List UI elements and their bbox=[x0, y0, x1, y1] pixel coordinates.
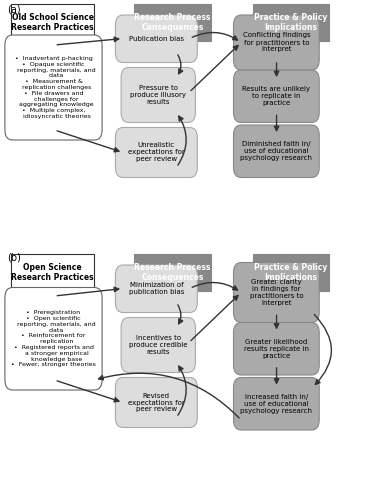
FancyBboxPatch shape bbox=[5, 35, 102, 140]
FancyBboxPatch shape bbox=[121, 318, 195, 372]
Text: Practice & Policy
Implications: Practice & Policy Implications bbox=[254, 263, 327, 282]
FancyBboxPatch shape bbox=[116, 378, 197, 428]
Text: Increased faith in/
use of educational
psychology research: Increased faith in/ use of educational p… bbox=[240, 394, 312, 414]
FancyBboxPatch shape bbox=[116, 15, 197, 62]
Text: •  Inadvertant p-hacking
•  Opaque scientific
   reporting, materials, and
   da: • Inadvertant p-hacking • Opaque scienti… bbox=[11, 56, 96, 119]
FancyBboxPatch shape bbox=[116, 265, 197, 312]
Text: (b): (b) bbox=[7, 252, 21, 262]
FancyBboxPatch shape bbox=[233, 378, 319, 430]
FancyBboxPatch shape bbox=[233, 15, 319, 70]
Text: Research Process
Consequences: Research Process Consequences bbox=[134, 263, 211, 282]
FancyBboxPatch shape bbox=[253, 254, 329, 291]
Text: Diminished faith in/
use of educational
psychology research: Diminished faith in/ use of educational … bbox=[240, 141, 312, 161]
Text: Publication bias: Publication bias bbox=[129, 36, 184, 42]
Text: (a): (a) bbox=[7, 5, 20, 15]
Text: Minimization of
publication bias: Minimization of publication bias bbox=[129, 282, 184, 295]
Text: Open Science
Research Practices: Open Science Research Practices bbox=[11, 263, 94, 282]
Text: Revised
expectations for
peer review: Revised expectations for peer review bbox=[128, 392, 185, 412]
FancyBboxPatch shape bbox=[116, 128, 197, 178]
FancyBboxPatch shape bbox=[233, 262, 319, 322]
Text: Practice & Policy
Implications: Practice & Policy Implications bbox=[254, 13, 327, 32]
Text: Greater likelihood
results replicate in
practice: Greater likelihood results replicate in … bbox=[244, 339, 309, 359]
FancyBboxPatch shape bbox=[11, 4, 94, 42]
Text: Old School Science
Research Practices: Old School Science Research Practices bbox=[11, 13, 94, 32]
FancyBboxPatch shape bbox=[121, 68, 195, 122]
FancyBboxPatch shape bbox=[5, 288, 102, 390]
Text: Research Process
Consequences: Research Process Consequences bbox=[134, 13, 211, 32]
FancyBboxPatch shape bbox=[233, 125, 319, 178]
FancyBboxPatch shape bbox=[253, 4, 329, 42]
Text: •  Preregistration
•  Open scientific
   reporting, materials, and
   data
•  Re: • Preregistration • Open scientific repo… bbox=[11, 310, 96, 368]
Text: Unrealistic
expectations for
peer review: Unrealistic expectations for peer review bbox=[128, 142, 185, 163]
FancyBboxPatch shape bbox=[233, 322, 319, 375]
Text: Incentives to
produce credible
results: Incentives to produce credible results bbox=[129, 335, 187, 355]
FancyBboxPatch shape bbox=[233, 70, 319, 122]
FancyBboxPatch shape bbox=[11, 254, 94, 291]
Text: Results are unlikely
to replicate in
practice: Results are unlikely to replicate in pra… bbox=[242, 86, 310, 106]
FancyBboxPatch shape bbox=[134, 254, 211, 291]
Text: Greater clarity
in findings for
practitioners to
interpret: Greater clarity in findings for practiti… bbox=[250, 279, 303, 306]
FancyBboxPatch shape bbox=[134, 4, 211, 42]
Text: Conflicting findings
for practitioners to
interpret: Conflicting findings for practitioners t… bbox=[243, 32, 310, 52]
Text: Pressure to
produce illusory
results: Pressure to produce illusory results bbox=[130, 85, 186, 105]
